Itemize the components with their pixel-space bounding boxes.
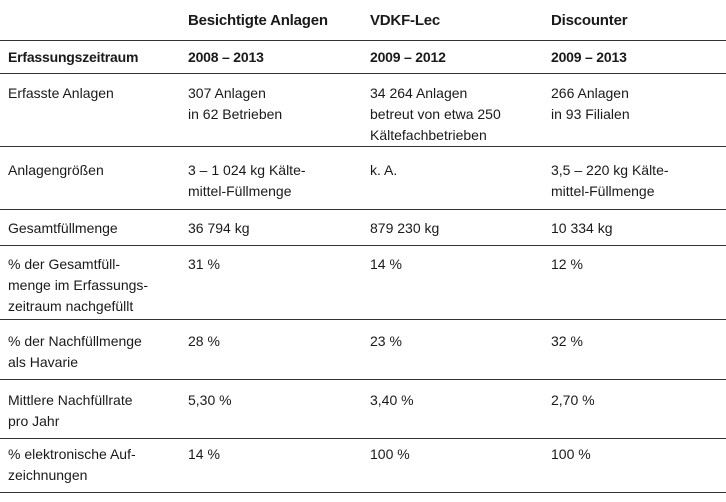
row-divider — [0, 209, 726, 210]
row-divider — [0, 492, 726, 493]
table-cell: 23 % — [370, 333, 402, 349]
row-divider — [0, 379, 726, 380]
table-cell: 28 % — [188, 333, 220, 349]
table-cell: in 93 Filialen — [551, 106, 630, 122]
row-divider — [0, 40, 726, 41]
row-divider — [0, 245, 726, 246]
row-label: % elektronische Auf- — [8, 446, 136, 462]
table-cell: 3,5 – 220 kg Kälte- — [551, 162, 669, 178]
table-cell: mittel-Füllmenge — [188, 183, 292, 199]
table-cell: Kältefachbetrieben — [370, 127, 487, 143]
table-cell: 307 Anlagen — [188, 85, 266, 101]
table-cell: 10 334 kg — [551, 220, 613, 236]
table-cell: 2009 – 2012 — [370, 49, 446, 65]
row-divider — [0, 438, 726, 439]
row-label: menge im Erfassungs- — [8, 277, 149, 293]
row-divider — [0, 73, 726, 74]
table-cell: 100 % — [370, 446, 410, 462]
row-label: zeichnungen — [8, 467, 88, 483]
table-cell: mittel-Füllmenge — [551, 183, 655, 199]
row-label: Anlagengrößen — [8, 162, 104, 178]
table-cell: 266 Anlagen — [551, 85, 629, 101]
row-label: Gesamtfüllmenge — [8, 220, 118, 236]
column-header: VDKF-Lec — [370, 12, 441, 29]
table-cell: 879 230 kg — [370, 220, 440, 236]
row-label: Erfasste Anlagen — [8, 85, 114, 101]
table-cell: 2,70 % — [551, 392, 595, 408]
table-cell: 14 % — [370, 256, 402, 272]
table-cell: 12 % — [551, 256, 583, 272]
table-cell: 14 % — [188, 446, 220, 462]
table-cell: 3,40 % — [370, 392, 414, 408]
row-label: als Havarie — [8, 354, 79, 370]
row-divider — [0, 146, 726, 147]
table-cell: betreut von etwa 250 — [370, 106, 501, 122]
row-label: zeitraum nachgefüllt — [8, 298, 134, 314]
row-label: pro Jahr — [8, 413, 60, 429]
column-header: Besichtigte Anlagen — [188, 12, 328, 29]
table-cell: 36 794 kg — [188, 220, 250, 236]
table-cell: 34 264 Anlagen — [370, 85, 468, 101]
table-cell: 3 – 1 024 kg Kälte- — [188, 162, 306, 178]
row-label: % der Nachfüllmenge — [8, 333, 142, 349]
column-header: Discounter — [551, 12, 628, 29]
row-label: Erfassungszeitraum — [8, 49, 139, 65]
table-cell: 5,30 % — [188, 392, 232, 408]
row-label: % der Gesamtfüll- — [8, 256, 121, 272]
table-cell: 2008 – 2013 — [188, 49, 264, 65]
table-cell: k. A. — [370, 162, 398, 178]
table-cell: in 62 Betrieben — [188, 106, 283, 122]
table-cell: 2009 – 2013 — [551, 49, 627, 65]
table-cell: 32 % — [551, 333, 583, 349]
row-label: Mittlere Nachfüllrate — [8, 392, 133, 408]
row-divider — [0, 319, 726, 320]
table-cell: 31 % — [188, 256, 220, 272]
table-cell: 100 % — [551, 446, 591, 462]
